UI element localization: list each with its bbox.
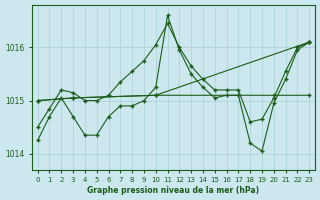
X-axis label: Graphe pression niveau de la mer (hPa): Graphe pression niveau de la mer (hPa) <box>87 186 260 195</box>
